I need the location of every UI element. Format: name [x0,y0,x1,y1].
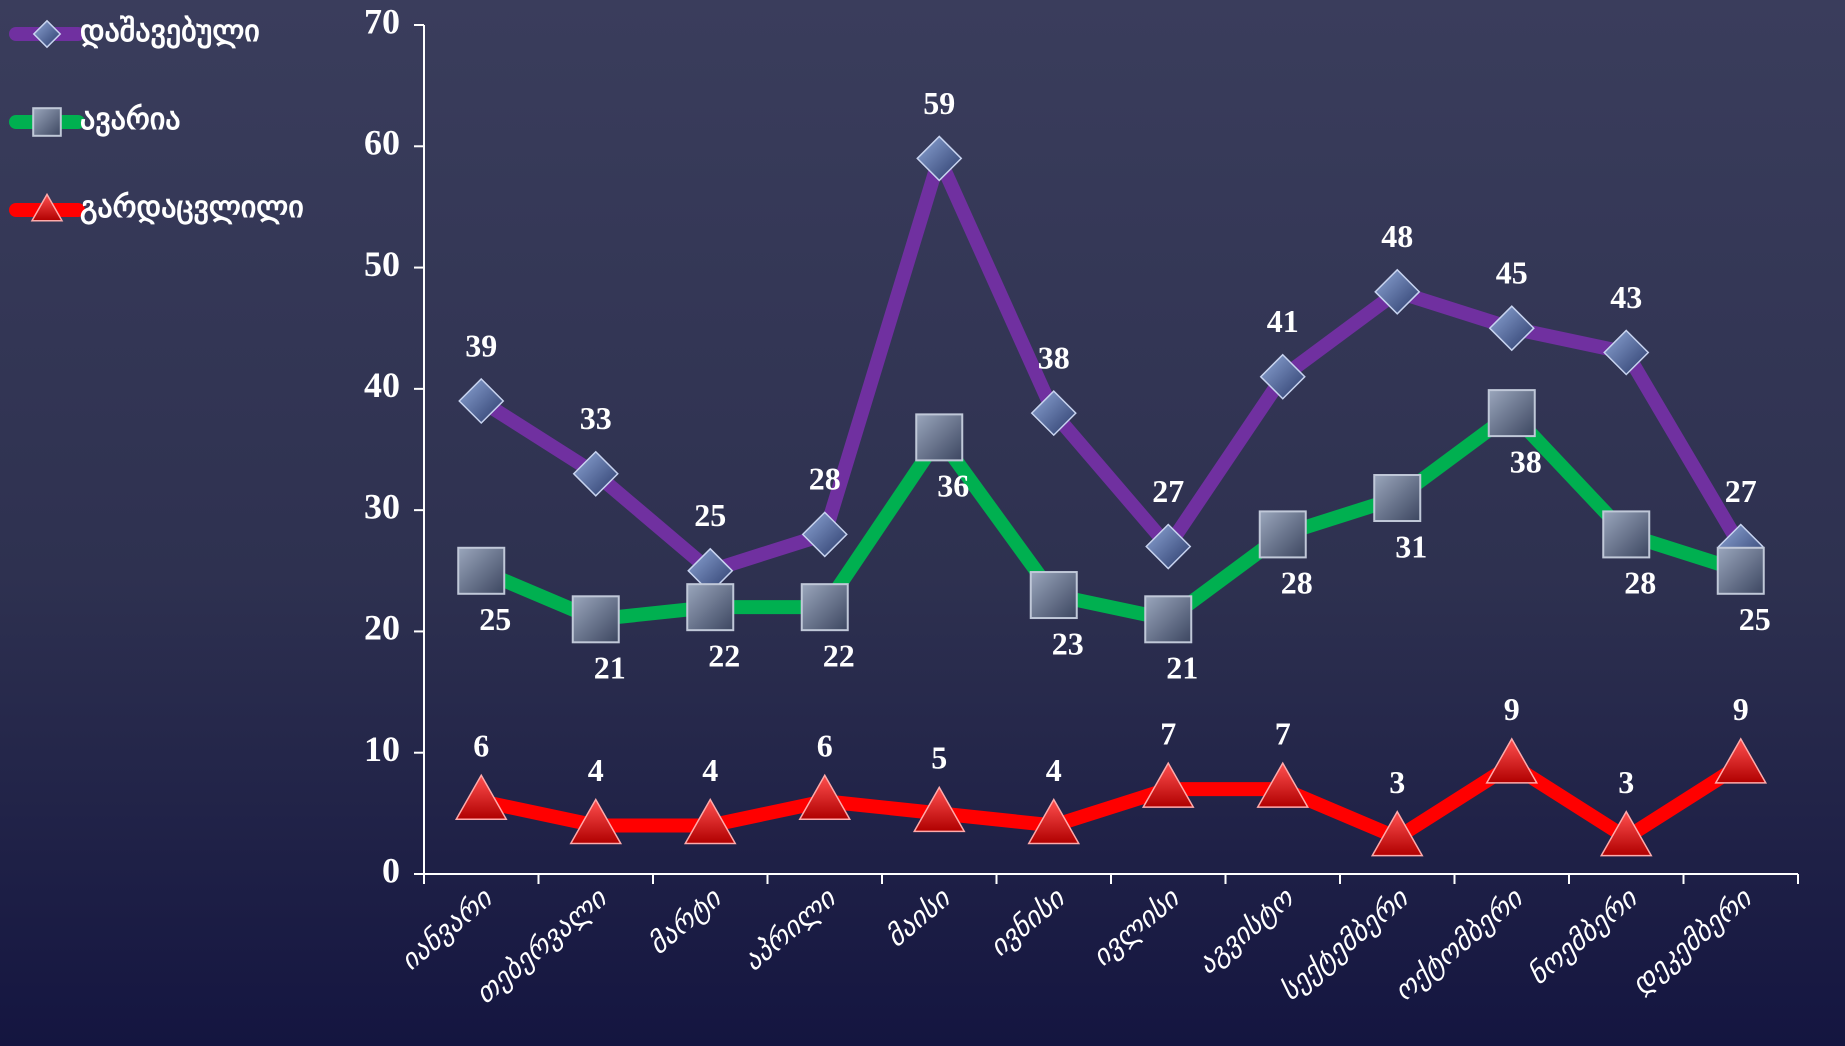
y-tick-label: 70 [364,1,400,41]
page: {"chart_data": {"type": "line", "categor… [0,0,1845,1046]
marker [573,596,619,642]
y-tick-label: 20 [364,608,400,648]
data-label: 38 [1038,339,1070,375]
data-label: 31 [1395,528,1427,564]
data-label: 3 [1618,764,1634,800]
data-label: 7 [1160,715,1176,751]
data-label: 27 [1152,473,1184,509]
data-label: 7 [1275,715,1291,751]
y-tick-label: 10 [364,729,400,769]
marker [458,548,504,594]
marker [1603,511,1649,557]
marker [1374,475,1420,521]
data-label: 48 [1381,218,1413,254]
data-label: 25 [694,497,726,533]
data-label: 5 [931,740,947,776]
legend-label: დაშავებული [80,15,260,49]
marker [1145,596,1191,642]
marker [802,584,848,630]
data-label: 22 [823,638,855,674]
data-label: 27 [1725,473,1757,509]
chart: 010203040506070იანვარითებერვალიმარტიაპრი… [0,0,1845,1046]
y-tick-label: 50 [364,244,400,284]
legend-entry: ავარია [16,103,181,137]
data-label: 9 [1733,691,1749,727]
data-label: 4 [702,752,718,788]
marker [1031,572,1077,618]
marker [1489,390,1535,436]
data-label: 21 [1166,650,1198,686]
data-label: 28 [809,461,841,497]
data-label: 4 [1046,752,1062,788]
data-label: 6 [473,728,489,764]
data-label: 6 [817,728,833,764]
data-label: 39 [465,327,497,363]
marker [1718,548,1764,594]
y-tick-label: 30 [364,486,400,526]
data-label: 22 [708,638,740,674]
data-label: 36 [937,468,969,504]
y-tick-label: 0 [382,850,400,890]
data-label: 33 [580,400,612,436]
data-label: 3 [1389,764,1405,800]
legend-label: ავარია [80,103,181,137]
data-label: 59 [923,85,955,121]
data-label: 23 [1052,625,1084,661]
data-label: 43 [1610,279,1642,315]
data-label: 4 [588,752,604,788]
marker [1260,511,1306,557]
marker [916,414,962,460]
data-label: 9 [1504,691,1520,727]
marker [33,108,61,136]
legend-label: გარდაცვლილი [80,191,304,225]
data-label: 25 [1739,601,1771,637]
y-tick-label: 40 [364,365,400,405]
data-label: 28 [1281,565,1313,601]
data-label: 45 [1496,255,1528,291]
data-label: 38 [1510,443,1542,479]
data-label: 21 [594,650,626,686]
y-tick-label: 60 [364,123,400,163]
marker [687,584,733,630]
data-label: 25 [479,601,511,637]
data-label: 41 [1267,303,1299,339]
data-label: 28 [1624,565,1656,601]
